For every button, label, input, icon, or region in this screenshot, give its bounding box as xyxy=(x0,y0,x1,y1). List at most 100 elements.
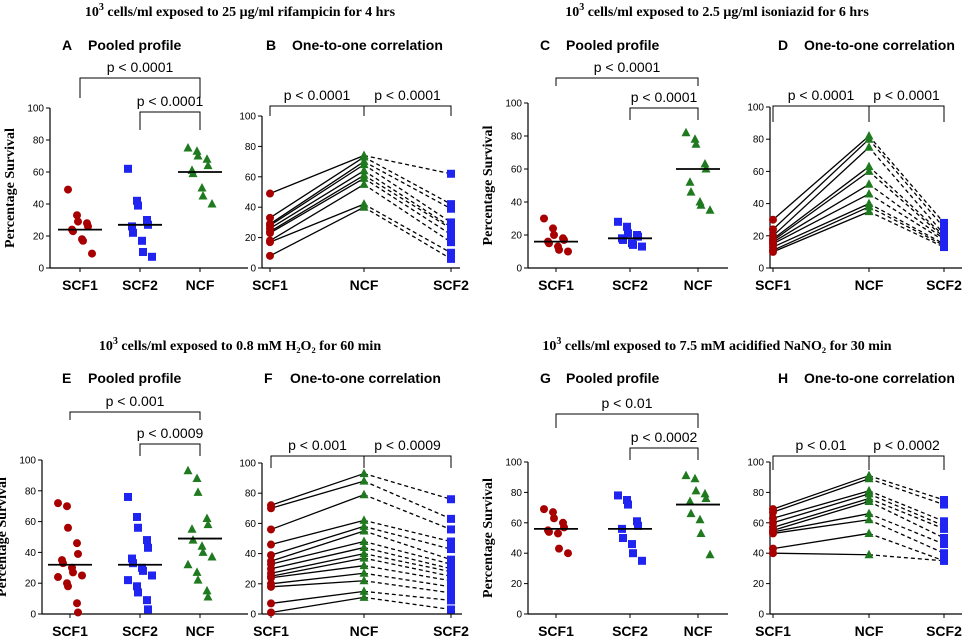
data-point-scf2 xyxy=(623,496,631,504)
pair-line-solid xyxy=(270,525,365,556)
pooled-panel-E: E Pooled profile Percentage Survival 0 20 40 6… xyxy=(0,370,248,638)
data-point-scf2 xyxy=(447,514,455,523)
p-value-label: p < 0.0001 xyxy=(873,87,940,103)
x-tick-label: SCF2 xyxy=(926,623,962,638)
data-point-scf2 xyxy=(447,218,455,227)
data-point-scf1 xyxy=(267,599,275,608)
pair-line-solid xyxy=(772,211,870,253)
data-point-ncf xyxy=(359,536,369,546)
data-point-ncf xyxy=(359,586,369,595)
data-point-scf2 xyxy=(148,252,156,261)
pair-line-dashed xyxy=(363,183,452,243)
p-value-label: p < 0.0001 xyxy=(137,93,204,109)
x-tick-label: NCF xyxy=(186,623,215,638)
data-point-ncf xyxy=(359,159,369,169)
data-point-ncf xyxy=(359,568,369,577)
data-point-scf2 xyxy=(447,588,455,597)
pair-line-solid xyxy=(269,170,365,230)
y-tick-label: 20 xyxy=(245,233,257,244)
data-point-scf1 xyxy=(69,568,77,577)
pair-line-solid xyxy=(270,540,365,565)
data-point-scf1 xyxy=(540,505,548,514)
data-point-scf1 xyxy=(266,238,274,247)
significance-bracket xyxy=(629,107,699,120)
pair-line-dashed xyxy=(868,497,945,530)
x-tick-label: SCF1 xyxy=(253,623,289,638)
data-point-ncf xyxy=(696,528,706,537)
data-point-ncf xyxy=(685,496,695,506)
group-title: 103 cells/ml exposed to 2.5 μg/ml isonia… xyxy=(565,2,869,20)
pair-line-solid xyxy=(772,532,870,550)
data-point-ncf xyxy=(183,465,193,475)
pair-line-dashed xyxy=(868,493,945,527)
data-point-scf1 xyxy=(266,251,274,260)
data-point-ncf xyxy=(681,127,691,137)
figure-group-2: 103 cells/ml exposed to 0.8 mM H₂O₂ for … xyxy=(0,336,469,638)
significance-bracket xyxy=(868,455,945,470)
pair-line-dashed xyxy=(363,494,452,531)
pair-line-solid xyxy=(270,494,365,531)
data-point-ncf xyxy=(691,485,701,495)
data-point-scf2 xyxy=(629,549,637,558)
data-point-scf2 xyxy=(133,582,141,591)
significance-bracket xyxy=(363,105,452,116)
data-point-scf1 xyxy=(769,549,777,558)
paired-panel-B: B One-to-one correlation 0 20 40 60 80 100 SCF1 N… xyxy=(239,37,469,293)
title-prefix: 10 xyxy=(565,5,579,20)
pair-line-solid xyxy=(269,183,365,242)
data-point-scf2 xyxy=(940,534,948,542)
pair-line-solid xyxy=(269,161,365,225)
significance-bracket xyxy=(79,77,201,98)
data-point-scf2 xyxy=(124,492,132,501)
pair-line-dashed xyxy=(868,475,945,501)
data-point-scf2 xyxy=(940,524,948,533)
data-point-ncf xyxy=(359,521,369,530)
data-point-ncf xyxy=(203,519,213,529)
y-tick-label: 20 xyxy=(753,231,765,242)
data-point-scf1 xyxy=(64,523,72,532)
data-point-scf1 xyxy=(564,247,572,256)
pair-line-solid xyxy=(269,154,365,195)
significance-bracket xyxy=(139,443,201,456)
pair-line-solid xyxy=(772,552,870,556)
pair-line-solid xyxy=(269,174,365,233)
y-tick-label: 60 xyxy=(245,519,257,530)
paired-panel-H: H One-to-one correlation 0 20 40 60 80 100 SCF1 N… xyxy=(747,370,962,638)
pair-line-solid xyxy=(269,156,365,219)
y-tick-label: 60 xyxy=(753,167,765,178)
data-point-ncf xyxy=(681,470,691,480)
y-tick-label: 80 xyxy=(245,489,257,500)
data-point-ncf xyxy=(202,154,212,163)
data-point-scf1 xyxy=(267,525,275,534)
data-point-ncf xyxy=(864,142,874,151)
x-tick-label: SCF1 xyxy=(538,277,574,293)
significance-bracket xyxy=(772,455,870,470)
pair-line-dashed xyxy=(868,166,945,237)
data-point-ncf xyxy=(207,199,217,208)
data-point-ncf xyxy=(864,528,874,537)
data-point-ncf xyxy=(359,179,369,188)
title-prefix: 10 xyxy=(85,5,99,20)
pair-line-solid xyxy=(772,183,870,243)
pair-line-dashed xyxy=(363,156,452,205)
data-point-scf1 xyxy=(564,549,572,558)
data-point-ncf xyxy=(359,476,369,485)
significance-bracket xyxy=(555,413,699,428)
data-point-scf1 xyxy=(555,245,563,254)
y-tick-label: 80 xyxy=(753,135,765,146)
p-value-label: p < 0.001 xyxy=(106,393,165,409)
data-point-scf1 xyxy=(769,508,777,517)
data-point-scf2 xyxy=(447,567,455,576)
data-point-scf2 xyxy=(940,223,948,232)
title-text: cells/ml exposed to 0.8 mM H₂O₂ for 60 m… xyxy=(118,339,381,354)
title-superscript: 3 xyxy=(579,2,584,13)
data-point-scf1 xyxy=(267,551,275,560)
pair-line-solid xyxy=(270,572,365,585)
data-point-scf1 xyxy=(73,599,81,608)
y-tick-label: 40 xyxy=(753,199,765,210)
pooled-panel-G: G Pooled profile Percentage Survival 0 20 40 6… xyxy=(481,370,728,638)
pair-line-solid xyxy=(270,565,365,579)
data-point-scf2 xyxy=(628,540,636,549)
panel-subtitle: One-to-one correlation xyxy=(804,37,955,53)
data-point-scf2 xyxy=(447,596,455,605)
